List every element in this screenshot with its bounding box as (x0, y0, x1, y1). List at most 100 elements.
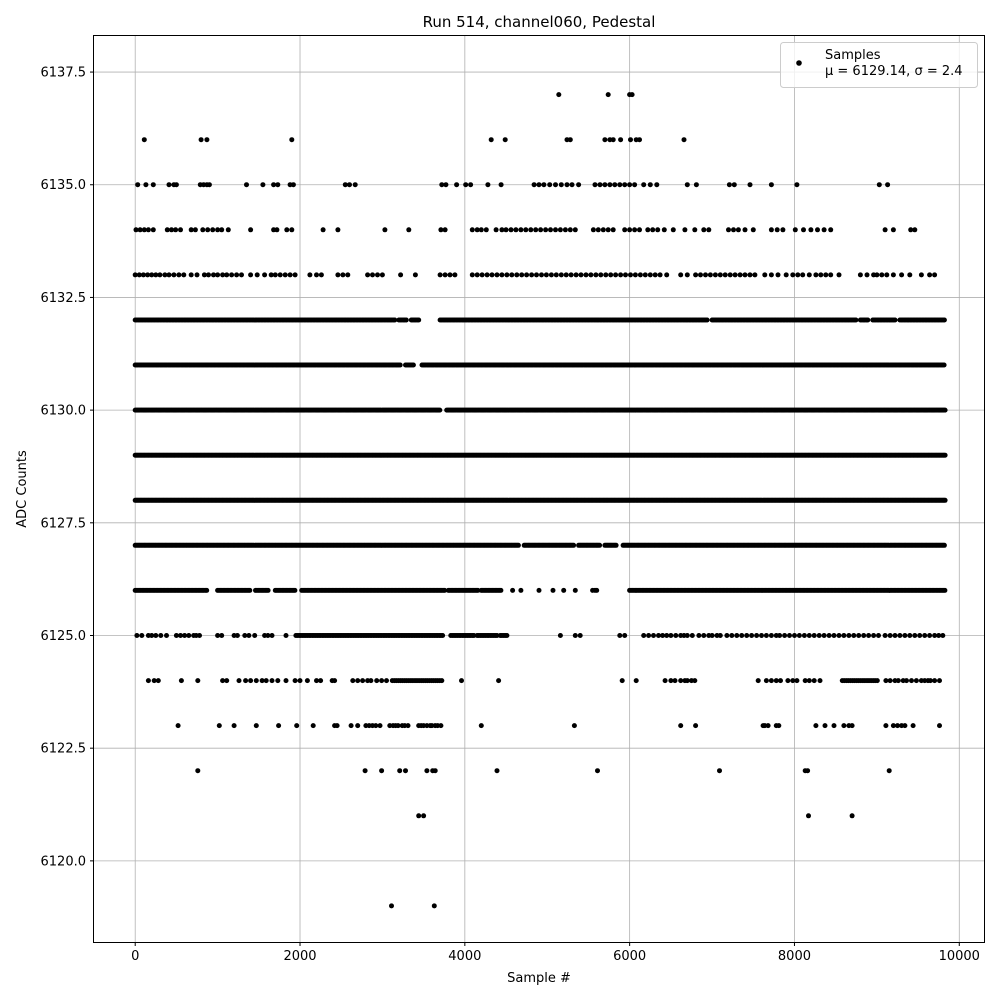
data-point (713, 272, 718, 277)
data-point (509, 272, 514, 277)
data-point (877, 182, 882, 187)
data-point (186, 633, 191, 638)
data-point (828, 227, 833, 232)
data-point (706, 227, 711, 232)
data-point (499, 182, 504, 187)
data-point (876, 633, 881, 638)
data-point (748, 272, 753, 277)
data-point (815, 227, 820, 232)
data-point (195, 678, 200, 683)
data-point (602, 182, 607, 187)
data-point (883, 633, 888, 638)
data-point (480, 272, 485, 277)
data-point (793, 227, 798, 232)
data-point (509, 227, 514, 232)
data-point (662, 227, 667, 232)
data-point (727, 182, 732, 187)
data-point (612, 182, 617, 187)
data-point (284, 227, 289, 232)
data-point (158, 633, 163, 638)
data-point (942, 363, 947, 368)
data-point (668, 633, 673, 638)
data-point (205, 227, 210, 232)
data-point (254, 678, 259, 683)
data-point (884, 272, 889, 277)
data-point (539, 272, 544, 277)
data-point (578, 633, 583, 638)
data-point (204, 137, 209, 142)
data-point (437, 408, 442, 413)
data-point (782, 633, 787, 638)
data-point (648, 182, 653, 187)
data-point (611, 137, 616, 142)
data-point (528, 227, 533, 232)
data-point (865, 318, 870, 323)
data-point (151, 227, 156, 232)
data-point (275, 678, 280, 683)
data-point (559, 182, 564, 187)
data-point (157, 272, 162, 277)
data-point (248, 678, 253, 683)
data-point (551, 588, 556, 593)
data-point (942, 588, 947, 593)
data-point (907, 272, 912, 277)
data-point (627, 182, 632, 187)
data-point (375, 272, 380, 277)
data-point (693, 272, 698, 277)
data-point (729, 633, 734, 638)
data-point (246, 633, 251, 638)
data-point (199, 137, 204, 142)
data-point (215, 272, 220, 277)
data-point (653, 272, 658, 277)
data-point (314, 272, 319, 277)
data-point (790, 272, 795, 277)
data-point (553, 227, 558, 232)
data-point (533, 227, 538, 232)
data-point (244, 182, 249, 187)
data-point (143, 182, 148, 187)
data-point (556, 92, 561, 97)
data-point (828, 272, 833, 277)
data-point (664, 272, 669, 277)
data-point (519, 272, 524, 277)
data-point (593, 182, 598, 187)
data-point (335, 227, 340, 232)
data-point (523, 227, 528, 232)
data-point (623, 272, 628, 277)
data-point (563, 227, 568, 232)
data-point (274, 227, 279, 232)
data-point (751, 227, 756, 232)
data-point (189, 272, 194, 277)
data-point (611, 227, 616, 232)
data-point (645, 227, 650, 232)
data-point (579, 272, 584, 277)
data-point (837, 633, 842, 638)
data-point (289, 227, 294, 232)
data-point (654, 182, 659, 187)
data-point (234, 272, 239, 277)
data-point (784, 272, 789, 277)
data-point (743, 272, 748, 277)
data-point (628, 272, 633, 277)
data-point (243, 678, 248, 683)
data-point (762, 272, 767, 277)
data-point (499, 272, 504, 277)
data-point (861, 633, 866, 638)
data-point (891, 272, 896, 277)
data-point (943, 453, 948, 458)
data-point (443, 182, 448, 187)
data-point (874, 272, 879, 277)
data-point (498, 588, 503, 593)
data-point (305, 678, 310, 683)
data-point (443, 272, 448, 277)
data-point (807, 633, 812, 638)
data-point (416, 318, 421, 323)
data-point (632, 182, 637, 187)
data-point (558, 633, 563, 638)
data-point (732, 182, 737, 187)
data-point (561, 588, 566, 593)
data-point (181, 272, 186, 277)
data-point (617, 633, 622, 638)
data-point (658, 272, 663, 277)
data-point (698, 272, 703, 277)
